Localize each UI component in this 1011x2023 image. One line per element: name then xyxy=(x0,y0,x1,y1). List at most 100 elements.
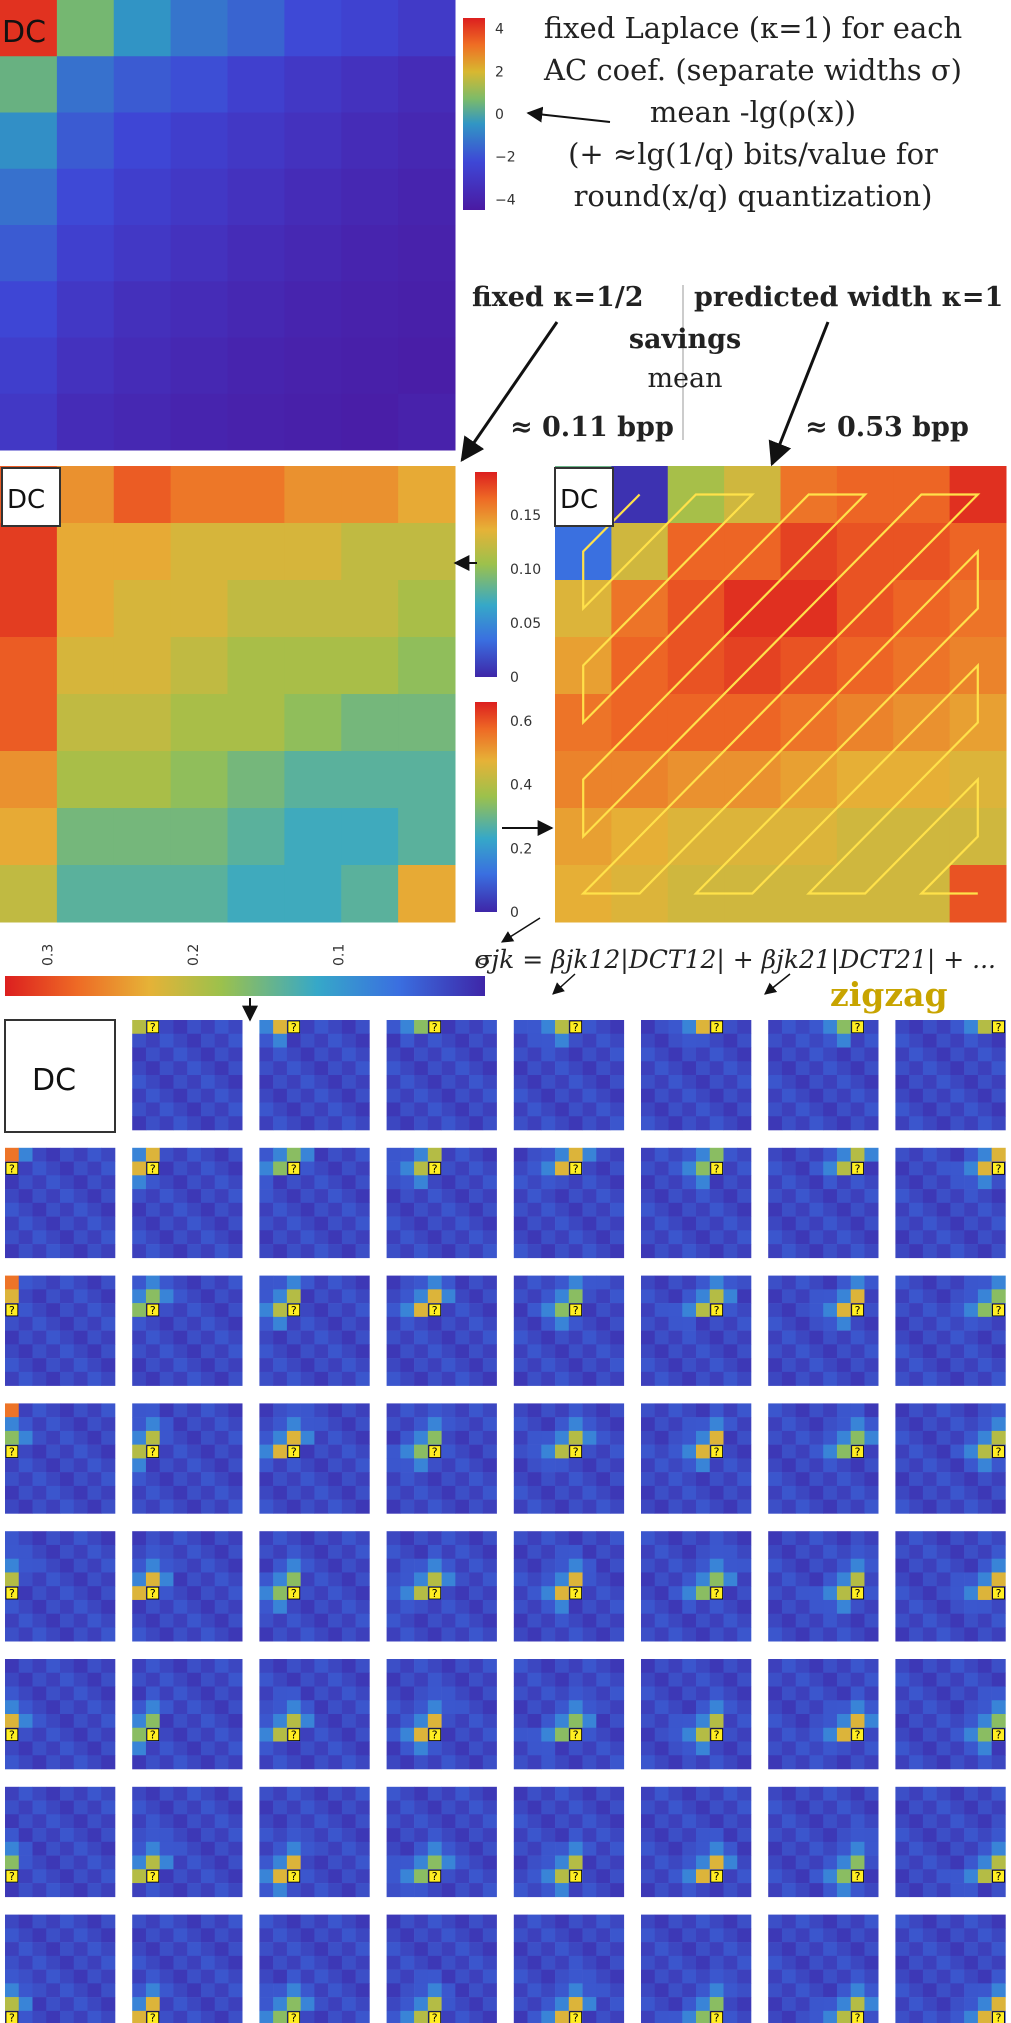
beta-cell xyxy=(173,1599,188,1614)
beta-cell xyxy=(513,1627,528,1642)
beta-cell xyxy=(469,1358,484,1373)
beta-cell xyxy=(46,1883,61,1898)
beta-cell xyxy=(596,1358,611,1373)
beta-cell xyxy=(922,1244,937,1259)
beta-cell xyxy=(922,1472,937,1487)
beta-cell xyxy=(46,1472,61,1487)
beta-cell xyxy=(259,1061,274,1076)
beta-cell xyxy=(132,1672,147,1687)
beta-cell xyxy=(228,1116,243,1131)
beta-cell xyxy=(455,1869,470,1884)
beta-cell xyxy=(541,1088,556,1103)
beta-cell xyxy=(723,1020,738,1035)
beta-cell xyxy=(555,1116,570,1131)
beta-cell xyxy=(314,1230,329,1245)
beta-cell xyxy=(654,1075,669,1090)
beta-cell xyxy=(482,1544,497,1559)
beta-cell xyxy=(527,1189,542,1204)
beta-cell xyxy=(864,1700,879,1715)
beta-cell xyxy=(286,1417,301,1432)
beta-cell xyxy=(909,1672,924,1687)
beta-cell xyxy=(259,1216,274,1231)
beta-cell xyxy=(286,1558,301,1573)
beta-cell xyxy=(654,1358,669,1373)
beta-cell xyxy=(300,1202,315,1217)
beta-cell xyxy=(527,1928,542,1943)
beta-cell xyxy=(781,1230,796,1245)
beta-cell xyxy=(214,1531,229,1546)
beta-cell xyxy=(159,1531,174,1546)
beta-cell xyxy=(259,1755,274,1770)
beta-small-heatmap: ? xyxy=(386,1147,497,1259)
beta-cell xyxy=(314,1189,329,1204)
beta-cell xyxy=(18,1303,33,1318)
beta-cell xyxy=(427,1289,442,1304)
beta-cell xyxy=(228,1558,243,1573)
beta-cell xyxy=(654,1983,669,1998)
beta-cell xyxy=(427,1997,442,2012)
beta-cell xyxy=(101,1841,116,1856)
beta-cell xyxy=(795,1727,810,1742)
beta-cell xyxy=(781,1216,796,1231)
beta-cell xyxy=(809,1700,824,1715)
beta-cell xyxy=(455,1472,470,1487)
beta-cell xyxy=(314,1983,329,1998)
beta-cell xyxy=(795,1371,810,1386)
beta-cell xyxy=(145,1275,160,1290)
beta-cell xyxy=(273,1444,288,1459)
beta-cell xyxy=(228,1075,243,1090)
beta-cell xyxy=(909,1659,924,1674)
beta-cell xyxy=(159,1289,174,1304)
beta-cell xyxy=(32,1403,47,1418)
beta-cell xyxy=(737,1714,752,1729)
beta-cell xyxy=(46,1330,61,1345)
beta-cell xyxy=(836,1175,851,1190)
beta-cell xyxy=(427,1855,442,1870)
beta-cell xyxy=(187,1700,202,1715)
beta-cell xyxy=(159,1458,174,1473)
predicted-coefficient-label: ? xyxy=(150,1446,156,1459)
beta-cell xyxy=(18,1572,33,1587)
beta-cell xyxy=(145,1755,160,1770)
beta-cell xyxy=(187,1544,202,1559)
beta-cell xyxy=(991,1942,1006,1957)
beta-cell xyxy=(300,1147,315,1162)
beta-cell xyxy=(400,1061,415,1076)
beta-cell xyxy=(455,2010,470,2023)
beta-cell xyxy=(596,1275,611,1290)
beta-cell xyxy=(328,1942,343,1957)
beta-cell xyxy=(173,1444,188,1459)
beta-cell xyxy=(696,1088,711,1103)
beta-cell xyxy=(482,1955,497,1970)
beta-cell xyxy=(259,1116,274,1131)
beta-cell xyxy=(259,1955,274,1970)
beta-cell xyxy=(441,1686,456,1701)
colorbar-fixed-ticks: 0.150.100.050 xyxy=(510,508,541,686)
beta-cell xyxy=(386,1955,401,1970)
beta-cell xyxy=(582,1102,597,1117)
beta-cell xyxy=(737,1755,752,1770)
beta-cell xyxy=(723,1275,738,1290)
beta-cell xyxy=(32,1330,47,1345)
beta-cell xyxy=(668,1700,683,1715)
beta-cell xyxy=(895,1627,910,1642)
predicted-coefficient-marker xyxy=(992,2011,1005,2023)
beta-cell xyxy=(582,1686,597,1701)
beta-cell xyxy=(850,1914,865,1929)
beta-cell xyxy=(922,1700,937,1715)
beta-cell xyxy=(964,1102,979,1117)
beta-cell xyxy=(18,1403,33,1418)
beta-cell xyxy=(441,1714,456,1729)
beta-cell xyxy=(18,1997,33,2012)
beta-cell xyxy=(314,1969,329,1984)
beta-cell xyxy=(950,1444,965,1459)
beta-cell xyxy=(541,1230,556,1245)
beta-cell xyxy=(328,1230,343,1245)
beta-cell xyxy=(159,1075,174,1090)
beta-cell xyxy=(386,1275,401,1290)
beta-cell xyxy=(768,1458,783,1473)
beta-cell xyxy=(101,1230,116,1245)
beta-cell xyxy=(568,1828,583,1843)
heatmap-cell xyxy=(227,694,285,752)
beta-cell xyxy=(977,1686,992,1701)
